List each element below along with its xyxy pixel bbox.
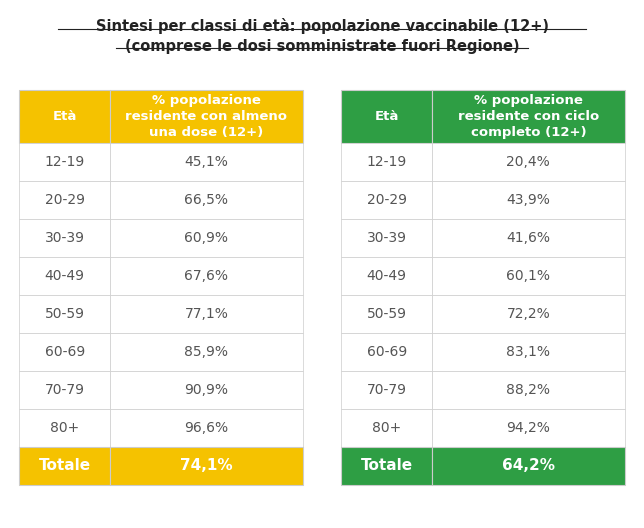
Text: 66,5%: 66,5% <box>184 193 229 206</box>
Text: Totale: Totale <box>361 458 413 473</box>
Text: % popolazione
residente con almeno
una dose (12+): % popolazione residente con almeno una d… <box>126 93 287 139</box>
Text: 60,1%: 60,1% <box>506 269 551 282</box>
Text: 45,1%: 45,1% <box>184 155 228 168</box>
Text: 60,9%: 60,9% <box>184 231 229 244</box>
Text: 83,1%: 83,1% <box>506 345 551 359</box>
Text: 20,4%: 20,4% <box>506 155 550 168</box>
Text: 90,9%: 90,9% <box>184 383 229 397</box>
Text: 85,9%: 85,9% <box>184 345 229 359</box>
Text: 94,2%: 94,2% <box>506 421 550 435</box>
Text: 80+: 80+ <box>372 421 401 435</box>
Text: 30-39: 30-39 <box>44 231 84 244</box>
Text: 43,9%: 43,9% <box>506 193 550 206</box>
Text: 77,1%: 77,1% <box>184 307 228 320</box>
Text: 50-59: 50-59 <box>44 307 84 320</box>
Text: 30-39: 30-39 <box>366 231 406 244</box>
Text: Totale: Totale <box>39 458 91 473</box>
Text: 20-29: 20-29 <box>44 193 84 206</box>
Text: 40-49: 40-49 <box>44 269 84 282</box>
Text: 64,2%: 64,2% <box>502 458 555 473</box>
Text: 12-19: 12-19 <box>44 155 85 168</box>
Text: 40-49: 40-49 <box>366 269 406 282</box>
Text: Sintesi per classi di età: popolazione vaccinabile (12+)
(comprese le dosi sommi: Sintesi per classi di età: popolazione v… <box>95 18 549 54</box>
Text: 41,6%: 41,6% <box>506 231 551 244</box>
Text: 72,2%: 72,2% <box>506 307 550 320</box>
Text: 74,1%: 74,1% <box>180 458 232 473</box>
Text: 67,6%: 67,6% <box>184 269 229 282</box>
Text: Età: Età <box>374 110 399 122</box>
Text: Età: Età <box>52 110 77 122</box>
Text: 60-69: 60-69 <box>44 345 85 359</box>
Text: 88,2%: 88,2% <box>506 383 551 397</box>
Text: 70-79: 70-79 <box>44 383 84 397</box>
Text: 80+: 80+ <box>50 421 79 435</box>
Text: 96,6%: 96,6% <box>184 421 229 435</box>
Text: 50-59: 50-59 <box>366 307 406 320</box>
Text: 60-69: 60-69 <box>366 345 407 359</box>
Text: % popolazione
residente con ciclo
completo (12+): % popolazione residente con ciclo comple… <box>458 93 599 139</box>
Text: 70-79: 70-79 <box>366 383 406 397</box>
Text: 12-19: 12-19 <box>366 155 407 168</box>
Text: 20-29: 20-29 <box>366 193 406 206</box>
